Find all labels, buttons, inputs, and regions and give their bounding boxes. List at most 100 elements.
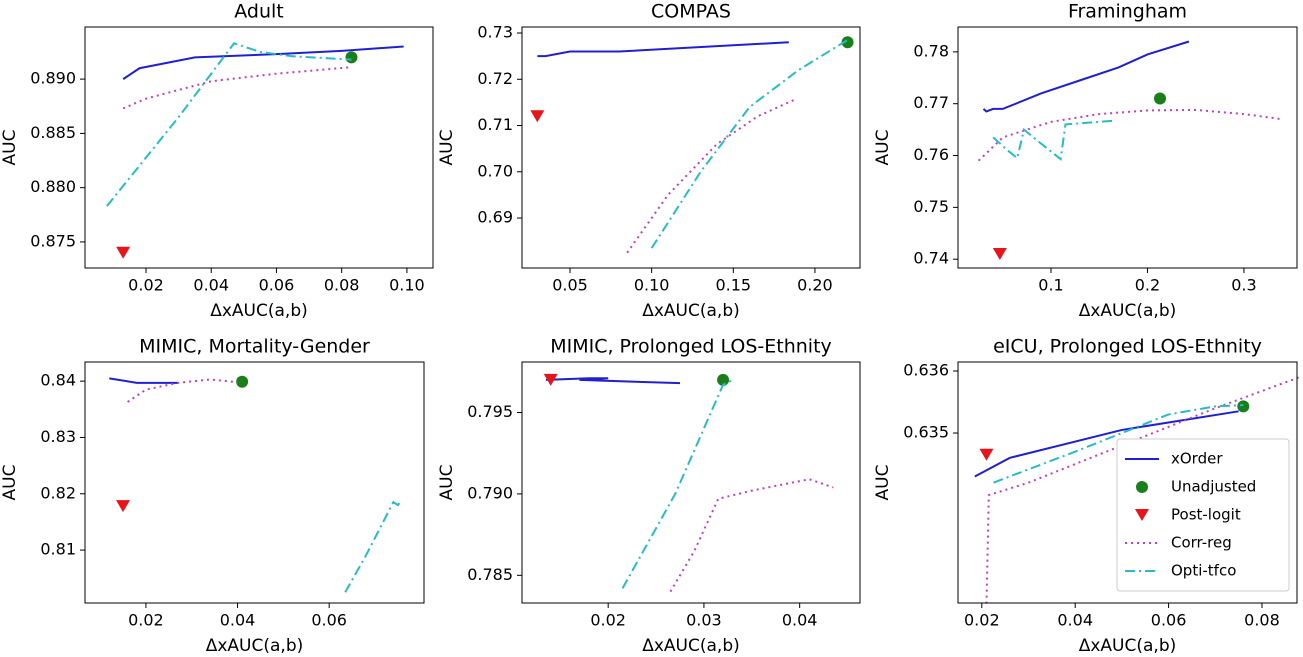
x-tick-label: 0.1 [1038,276,1063,295]
marker-circle [236,375,249,388]
y-tick-label: 0.83 [40,427,76,446]
series-line [977,108,1283,162]
series-line [982,40,1190,113]
legend-label: Post-logit [1171,506,1241,524]
x-tick-label: 0.04 [782,611,818,630]
y-axis-label: AUC [873,465,893,501]
plot-frame [521,26,861,269]
y-tick-label: 0.880 [30,177,76,196]
y-tick-label: 0.795 [467,402,513,421]
plot-frame [84,26,434,269]
subplot: MIMIC, Prolonged LOS-Ethnity ΔxAUC(a,b) AU… [437,336,861,656]
subplot: Framingham ΔxAUC(a,b) AUC 0.1 0.2 0.3 0.74 0.75… [873,1,1298,321]
series-line [669,478,834,593]
marker-circle [1154,92,1167,105]
x-axis-label: ΔxAUC(a,b) [1079,301,1177,321]
y-tick-label: 0.790 [467,483,513,502]
legend-label: Corr-reg [1171,534,1232,552]
x-tick-label: 0.03 [686,611,722,630]
plot-frame [84,361,425,604]
subplot: Adult ΔxAUC(a,b) AUC 0.02 0.04 0.06 0.08 0.10 0.… [0,1,434,321]
x-tick-label: 0.2 [1135,276,1160,295]
x-axis-label: ΔxAUC(a,b) [1079,636,1177,656]
series-line [974,410,1239,478]
x-tick-label: 0.06 [1151,611,1187,630]
marker-triangle [543,373,558,386]
series-line [992,119,1114,162]
x-tick-label: 0.15 [715,276,751,295]
y-tick-label: 0.885 [30,123,76,142]
subplot-title: COMPAS [651,1,731,23]
legend-label: xOrder [1171,450,1223,468]
marker-triangle [979,448,994,461]
x-tick-label: 0.08 [324,276,360,295]
plot-frame [957,26,1298,269]
series-line [537,41,789,58]
x-tick-label: 0.08 [1244,611,1280,630]
marker-circle [717,373,730,386]
x-tick-label: 0.05 [552,276,588,295]
series-line [985,376,1300,604]
x-tick-label: 0.02 [128,611,164,630]
x-tick-label: 0.20 [797,276,833,295]
legend-label: Opti-tfco [1171,562,1236,580]
y-tick-label: 0.76 [913,145,949,164]
marker-triangle [992,248,1007,261]
y-tick-label: 0.81 [40,540,76,559]
y-tick-label: 0.73 [477,23,513,42]
y-tick-label: 0.77 [913,93,949,112]
series-line [122,66,352,110]
marker-triangle [116,246,131,259]
x-tick-label: 0.10 [389,276,425,295]
subplot-title: MIMIC, Mortality-Gender [139,336,370,358]
x-axis-label: ΔxAUC(a,b) [206,636,304,656]
series-line [621,379,734,589]
subplot-title: Adult [234,1,284,23]
marker-triangle [1135,509,1149,521]
y-tick-label: 0.69 [477,208,513,227]
y-axis-label: AUC [437,465,457,501]
y-tick-label: 0.84 [40,371,76,390]
y-tick-label: 0.78 [913,41,949,60]
x-tick-label: 0.06 [259,276,295,295]
y-axis-label: AUC [873,130,893,166]
series-line [626,99,795,254]
y-tick-label: 0.635 [903,423,949,442]
legend: xOrder Unadjusted Post-logit Corr-reg Opti-t… [1116,438,1290,592]
subplot-title: MIMIC, Prolonged LOS-Ethnity [550,336,832,358]
x-axis-label: ΔxAUC(a,b) [210,301,308,321]
series-line [545,377,681,385]
x-tick-label: 0.3 [1231,276,1256,295]
subplot: COMPAS ΔxAUC(a,b) AUC 0.05 0.10 0.15 0.20 0.69 0… [437,1,861,321]
x-tick-label: 0.10 [634,276,670,295]
plot-frame [957,361,1298,604]
x-tick-label: 0.06 [311,611,347,630]
x-tick-label: 0.04 [220,611,256,630]
y-axis-label: AUC [437,130,457,166]
x-tick-label: 0.02 [964,611,1000,630]
series-line [650,39,849,249]
plot-frame [521,361,861,604]
y-tick-label: 0.785 [467,565,513,584]
x-axis-label: ΔxAUC(a,b) [642,301,740,321]
series-line [993,404,1244,484]
y-tick-label: 0.890 [30,69,76,88]
y-axis-label: AUC [0,465,20,501]
legend-box [1116,438,1290,592]
series-line [344,500,401,593]
y-tick-label: 0.74 [913,249,949,268]
series-line [109,377,178,384]
subplot: eICU, Prolonged LOS-Ethnity ΔxAUC(a,b) AUC… [873,336,1300,656]
x-tick-label: 0.02 [128,276,164,295]
y-tick-label: 0.71 [477,115,513,134]
y-tick-label: 0.75 [913,197,949,216]
y-axis-label: AUC [0,130,20,166]
x-tick-label: 0.04 [193,276,229,295]
marker-circle [1136,481,1148,493]
y-tick-label: 0.875 [30,231,76,250]
subplot-title: eICU, Prolonged LOS-Ethnity [993,336,1262,358]
x-tick-label: 0.04 [1057,611,1093,630]
series-line [122,45,404,80]
x-tick-label: 0.02 [590,611,626,630]
